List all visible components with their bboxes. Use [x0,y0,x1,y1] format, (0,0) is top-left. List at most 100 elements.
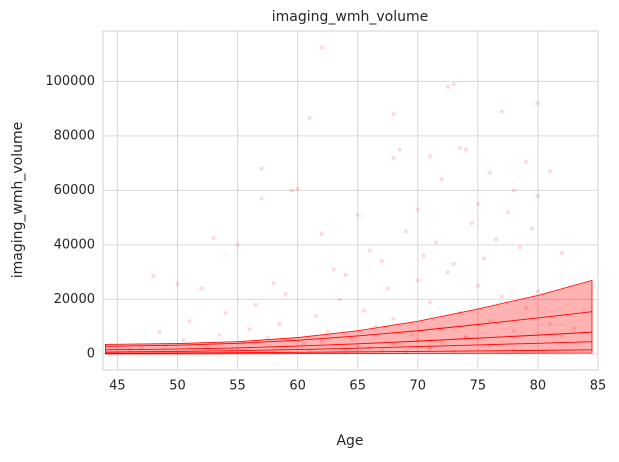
point [559,251,564,256]
point [259,166,264,171]
point [403,229,408,234]
y-axis-label: imaging_wmh_volume [10,122,26,278]
point [475,283,480,288]
x-tick-label: 70 [410,379,427,394]
point [535,101,540,106]
point [379,259,384,264]
point [505,210,510,215]
point [379,347,384,352]
point [535,289,540,294]
point [523,305,528,310]
point [175,282,180,287]
point [463,147,468,152]
x-tick-label: 65 [349,379,366,394]
point [313,313,318,318]
point [199,286,204,291]
point [463,335,468,340]
point [385,286,390,291]
point [247,327,252,332]
point [223,311,228,316]
point [421,253,426,258]
x-axis-label: Age [336,433,363,449]
point [343,272,348,277]
point [499,109,504,114]
quantile-line [105,341,593,353]
point [511,188,516,193]
point [355,344,360,349]
point [391,155,396,160]
point [319,232,324,237]
y-tick-label: 100000 [45,74,95,89]
y-tick-label: 0 [87,346,95,361]
point [367,248,372,253]
point [307,116,312,121]
point [511,328,516,333]
point [559,334,564,339]
point [325,330,330,335]
chart-title: imaging_wmh_volume [272,9,428,25]
plot-frame [102,30,599,371]
point [361,308,366,313]
point [397,147,402,152]
y-tick-label: 40000 [54,237,95,252]
point [433,240,438,245]
quantile-line [105,331,593,351]
point [517,245,522,250]
y-tick-label: 20000 [54,292,95,307]
point [445,84,450,89]
point [469,221,474,226]
point [355,212,360,217]
point [415,278,420,283]
point [427,154,432,159]
point [235,242,240,247]
point [289,188,294,193]
y-tick-label: 60000 [54,183,95,198]
x-tick-label: 45 [109,379,126,394]
point [157,330,162,335]
point [277,321,282,326]
point [295,187,300,192]
quantile-line [105,311,593,347]
point [409,332,414,337]
point [439,340,444,345]
point [259,196,264,201]
point [457,146,462,151]
point [427,347,432,352]
point [499,294,504,299]
point [511,348,516,353]
point [283,291,288,296]
point [349,336,354,341]
point [493,237,498,242]
quantile-line [105,349,592,354]
point [151,274,156,279]
point [187,319,192,324]
x-tick-label: 85 [590,379,607,394]
point [571,326,576,331]
point [451,82,456,87]
y-tick-label: 80000 [54,128,95,143]
point [481,256,486,261]
point [319,339,324,344]
point [253,302,258,307]
x-tick-label: 75 [470,379,487,394]
point [391,316,396,321]
point [319,45,324,50]
point [547,321,552,326]
point [229,349,234,354]
point [337,297,342,302]
point [487,170,492,175]
point [529,226,534,231]
x-tick-label: 80 [530,379,547,394]
x-tick-label: 50 [169,379,186,394]
x-tick-label: 60 [289,379,306,394]
point [415,207,420,212]
x-tick-label: 55 [229,379,246,394]
point [445,270,450,275]
point [331,267,336,272]
point [211,236,216,241]
point [547,169,552,174]
point [271,281,276,286]
point [391,112,396,117]
point [535,193,540,198]
